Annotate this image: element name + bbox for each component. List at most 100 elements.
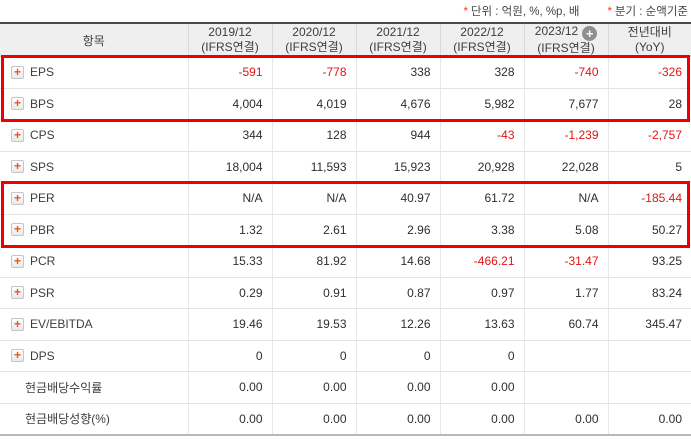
value-cell: -778	[271, 56, 356, 88]
value-cell: -31.47	[523, 245, 608, 277]
value-cell: N/A	[187, 182, 272, 214]
row-label-cell: + PBR	[0, 213, 188, 246]
table-row: + EPS -591 -778 338 328 -740 -326	[0, 56, 691, 88]
basis-note-text: 분기 : 순액기준	[614, 6, 688, 18]
asterisk-icon: *	[463, 6, 468, 18]
expand-row-icon[interactable]: +	[11, 223, 24, 237]
row-label-cell: + CPS	[0, 119, 188, 151]
value-cell: 0.29	[187, 276, 272, 309]
value-cell: 0.00	[439, 371, 524, 403]
value-cell: 83.24	[607, 276, 691, 309]
value-cell: 19.53	[271, 308, 356, 340]
table-row: + SPS 18,004 11,593 15,923 20,928 22,028 5	[0, 150, 691, 183]
value-cell: 5,982	[439, 87, 524, 120]
value-cell: 12.26	[355, 308, 440, 340]
value-cell: 4,019	[271, 87, 356, 120]
column-standard: (IFRS연결)	[285, 40, 343, 54]
row-label: EPS	[30, 65, 55, 80]
value-cell: -591	[187, 56, 272, 88]
column-header: 전년대비 (YoY)	[607, 23, 691, 57]
column-header: 2022/12 (IFRS연결)	[439, 23, 524, 57]
row-label: PSR	[30, 285, 55, 300]
expand-row-icon[interactable]: +	[11, 128, 24, 142]
table-row: + BPS 4,004 4,019 4,676 5,982 7,677 28	[0, 87, 691, 120]
row-label: 현금배당수익률	[25, 380, 103, 395]
value-cell	[607, 371, 691, 403]
expand-row-icon[interactable]: +	[11, 254, 24, 268]
row-label: CPS	[30, 128, 55, 143]
expand-row-icon[interactable]: +	[11, 160, 24, 174]
column-period: 2023/12 +	[525, 24, 608, 41]
value-cell: 5	[607, 150, 691, 183]
value-cell: 0.00	[523, 402, 608, 435]
expand-row-icon[interactable]: +	[11, 191, 24, 205]
value-cell: N/A	[523, 182, 608, 214]
column-period: 2019/12	[208, 25, 252, 39]
table-row: + DPS 0 0 0 0	[0, 339, 691, 372]
value-cell: -1,239	[523, 119, 608, 151]
value-cell: 5.08	[523, 213, 608, 246]
row-label-cell: + PER	[0, 182, 188, 214]
table-row: 현금배당수익률 0.00 0.00 0.00 0.00	[0, 371, 691, 403]
add-period-icon[interactable]: +	[582, 26, 598, 41]
expand-row-icon[interactable]: +	[11, 349, 24, 363]
value-cell: -2,757	[607, 119, 691, 151]
expand-row-icon[interactable]: +	[11, 65, 24, 79]
value-cell: 11,593	[271, 150, 356, 183]
value-cell: 344	[187, 119, 272, 151]
value-cell	[523, 371, 608, 403]
table-row: + PSR 0.29 0.91 0.87 0.97 1.77 83.24	[0, 276, 691, 309]
value-cell: 0.00	[271, 371, 356, 403]
row-label: DPS	[30, 348, 55, 363]
value-cell: 1.32	[187, 213, 272, 246]
value-cell: 15.33	[187, 245, 272, 277]
table-row: + PCR 15.33 81.92 14.68 -466.21 -31.47 93.25	[0, 245, 691, 277]
value-cell: 128	[271, 119, 356, 151]
expand-row-icon[interactable]: +	[11, 317, 24, 331]
column-period: 전년대비	[627, 25, 672, 39]
column-standard: (YoY)	[634, 40, 665, 54]
row-label: SPS	[30, 159, 55, 174]
basis-note: * 분기 : 순액기준	[607, 3, 688, 19]
value-cell: -740	[523, 56, 608, 88]
column-standard: (IFRS연결)	[369, 40, 427, 54]
value-cell: 3.38	[439, 213, 524, 246]
value-cell: 0.91	[271, 276, 356, 309]
row-label-cell: + EV/EBITDA	[0, 308, 188, 340]
expand-row-icon[interactable]: +	[11, 286, 24, 300]
row-label-cell: + BPS	[0, 87, 188, 120]
expand-row-icon[interactable]: +	[11, 97, 24, 111]
value-cell: 13.63	[439, 308, 524, 340]
value-cell: -43	[439, 119, 524, 151]
column-standard: (IFRS연결)	[201, 40, 259, 54]
value-cell: 2.96	[355, 213, 440, 246]
value-cell: 0	[355, 339, 440, 372]
value-cell	[607, 339, 691, 372]
value-cell: 0.00	[271, 402, 356, 435]
row-label-cell: + EPS	[0, 56, 188, 88]
value-cell: 0.00	[355, 402, 440, 435]
value-cell: 1.77	[523, 276, 608, 309]
row-label: BPS	[30, 96, 55, 111]
value-cell: 345.47	[607, 308, 691, 340]
row-label-cell: 현금배당수익률	[0, 371, 188, 403]
value-cell: 7,677	[523, 87, 608, 120]
row-label: 현금배당성향(%)	[25, 412, 110, 427]
header-row: 항목 2019/12 (IFRS연결) 2020/12 (IFRS연결) 2021/12…	[0, 23, 691, 57]
value-cell: 0.00	[355, 371, 440, 403]
value-cell: -185.44	[607, 182, 691, 214]
value-cell: 2.61	[271, 213, 356, 246]
value-cell: 19.46	[187, 308, 272, 340]
row-label-cell: + PSR	[0, 276, 188, 309]
row-label-cell: + DPS	[0, 339, 188, 372]
value-cell: 14.68	[355, 245, 440, 277]
value-cell: 40.97	[355, 182, 440, 214]
table-row: + PBR 1.32 2.61 2.96 3.38 5.08 50.27	[0, 213, 691, 246]
value-cell: 4,004	[187, 87, 272, 120]
metrics-table: 항목 2019/12 (IFRS연결) 2020/12 (IFRS연결) 2021/12…	[0, 22, 691, 436]
value-cell: 0.00	[187, 402, 272, 435]
column-header: 2021/12 (IFRS연결)	[355, 23, 440, 57]
value-cell: N/A	[271, 182, 356, 214]
column-standard: (IFRS연결)	[453, 40, 511, 54]
